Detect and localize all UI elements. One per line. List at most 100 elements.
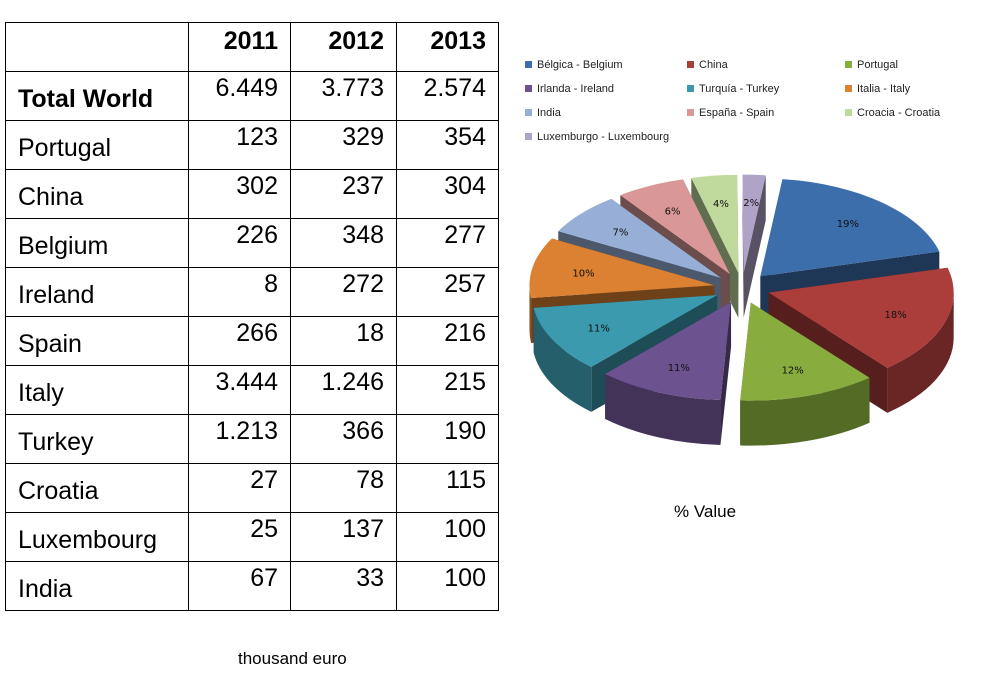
header-year: 2011 <box>188 22 291 72</box>
legend-label: Irlanda - Ireland <box>537 83 614 95</box>
legend-swatch <box>845 85 852 92</box>
chart-caption: % Value <box>674 502 737 521</box>
legend-label: Portugal <box>857 59 898 71</box>
slice-top <box>605 302 732 401</box>
legend-item: Luxemburgo - Luxembourg <box>525 131 669 143</box>
table-cell: 257 <box>396 267 499 317</box>
legend-item: Portugal <box>845 59 898 71</box>
header-year: 2012 <box>290 22 397 72</box>
header-year: 2013 <box>396 22 499 72</box>
table-cell: 100 <box>396 561 499 611</box>
table-cell: 302 <box>188 169 291 219</box>
legend-label: China <box>699 59 729 71</box>
row-label: Total World <box>5 71 189 121</box>
legend-swatch <box>687 109 694 116</box>
table-cell: 237 <box>290 169 397 219</box>
pie-slice <box>605 302 732 446</box>
table-cell: 78 <box>290 463 397 513</box>
table-cell: 27 <box>188 463 291 513</box>
slice-top <box>529 238 715 299</box>
slice-top <box>742 174 766 273</box>
table-cell: 25 <box>188 512 291 562</box>
table-row: Croatia 27 78 115 <box>5 463 499 513</box>
legend-swatch <box>687 85 694 92</box>
row-label: Portugal <box>5 120 189 170</box>
table-cell: 190 <box>396 414 499 464</box>
table-row: Italy 3.444 1.246 215 <box>5 365 499 415</box>
slice-data-label: 2% <box>743 198 759 209</box>
table-cell: 3.773 <box>290 71 397 121</box>
table-cell: 67 <box>188 561 291 611</box>
table-cell: 266 <box>188 316 291 366</box>
row-label: Spain <box>5 316 189 366</box>
slice-data-label: 12% <box>782 366 804 377</box>
table-cell: 277 <box>396 218 499 268</box>
table-row: Luxembourg 25 137 100 <box>5 512 499 562</box>
table-cell: 137 <box>290 512 397 562</box>
legend-label: India <box>537 107 562 119</box>
legend-item: India <box>525 107 562 119</box>
table-row: Belgium 226 348 277 <box>5 218 499 268</box>
row-label: Luxembourg <box>5 512 189 562</box>
pie-data-labels: 19% 18% 12% 11% 11% 10% 7% 6% 4% 2% <box>572 198 906 376</box>
legend-label: Italia - Italy <box>857 83 911 95</box>
slice-data-label: 7% <box>613 228 629 239</box>
row-label: Turkey <box>5 414 189 464</box>
table-cell: 272 <box>290 267 397 317</box>
legend-swatch <box>525 85 532 92</box>
legend-item: China <box>687 59 729 71</box>
row-label: Italy <box>5 365 189 415</box>
slice-data-label: 18% <box>884 310 906 321</box>
table-row: China 302 237 304 <box>5 169 499 219</box>
table-cell: 329 <box>290 120 397 170</box>
table-row: India 67 33 100 <box>5 561 499 611</box>
legend-label: Luxemburgo - Luxembourg <box>537 131 669 143</box>
table-row: Ireland 8 272 257 <box>5 267 499 317</box>
table-header-row: 2011 2012 2013 <box>5 22 499 72</box>
row-label: India <box>5 561 189 611</box>
table-cell: 216 <box>396 316 499 366</box>
table-cell: 123 <box>188 120 291 170</box>
pie-slice <box>742 174 766 318</box>
legend-label: España - Spain <box>699 107 774 119</box>
legend-item: Italia - Italy <box>845 83 911 95</box>
unit-note: thousand euro <box>238 649 347 668</box>
slice-top <box>760 179 940 277</box>
table-cell: 366 <box>290 414 397 464</box>
pie-slice <box>740 302 870 446</box>
legend-item: Croacia - Croatia <box>845 107 941 119</box>
legend-item: España - Spain <box>687 107 774 119</box>
slice-edge <box>529 285 532 344</box>
table-cell: 8 <box>188 267 291 317</box>
table-cell: 33 <box>290 561 397 611</box>
data-table: 2011 2012 2013 Total World 6.449 3.773 2.57… <box>5 22 499 611</box>
table-cell: 6.449 <box>188 71 291 121</box>
legend-item: Turquía - Turkey <box>687 83 780 95</box>
table-row: Total World 6.449 3.773 2.574 <box>5 71 499 121</box>
slice-data-label: 6% <box>665 206 681 217</box>
pie-chart: Bélgica - Belgium China Portugal Irlanda - … <box>525 59 954 446</box>
slice-data-label: 11% <box>588 323 610 334</box>
slice-top <box>691 174 739 273</box>
table-cell: 18 <box>290 316 397 366</box>
table-row: Portugal 123 329 354 <box>5 120 499 170</box>
slice-data-label: 19% <box>837 219 859 230</box>
legend-swatch <box>525 61 532 68</box>
slice-top <box>740 302 870 401</box>
slice-edge <box>887 292 954 413</box>
slice-data-label: 10% <box>572 268 594 279</box>
legend-label: Turquía - Turkey <box>699 83 780 95</box>
header-corner <box>5 22 189 72</box>
table-cell: 354 <box>396 120 499 170</box>
table-cell: 100 <box>396 512 499 562</box>
chart-legend: Bélgica - Belgium China Portugal Irlanda - … <box>525 59 941 143</box>
slice-top <box>620 179 730 275</box>
slice-top <box>533 295 718 367</box>
table-cell: 115 <box>396 463 499 513</box>
slice-wall <box>743 175 766 318</box>
table-cell: 226 <box>188 218 291 268</box>
slice-data-label: 4% <box>713 199 729 210</box>
slice-top <box>558 198 721 278</box>
legend-swatch <box>687 61 694 68</box>
slice-wall <box>742 174 744 318</box>
